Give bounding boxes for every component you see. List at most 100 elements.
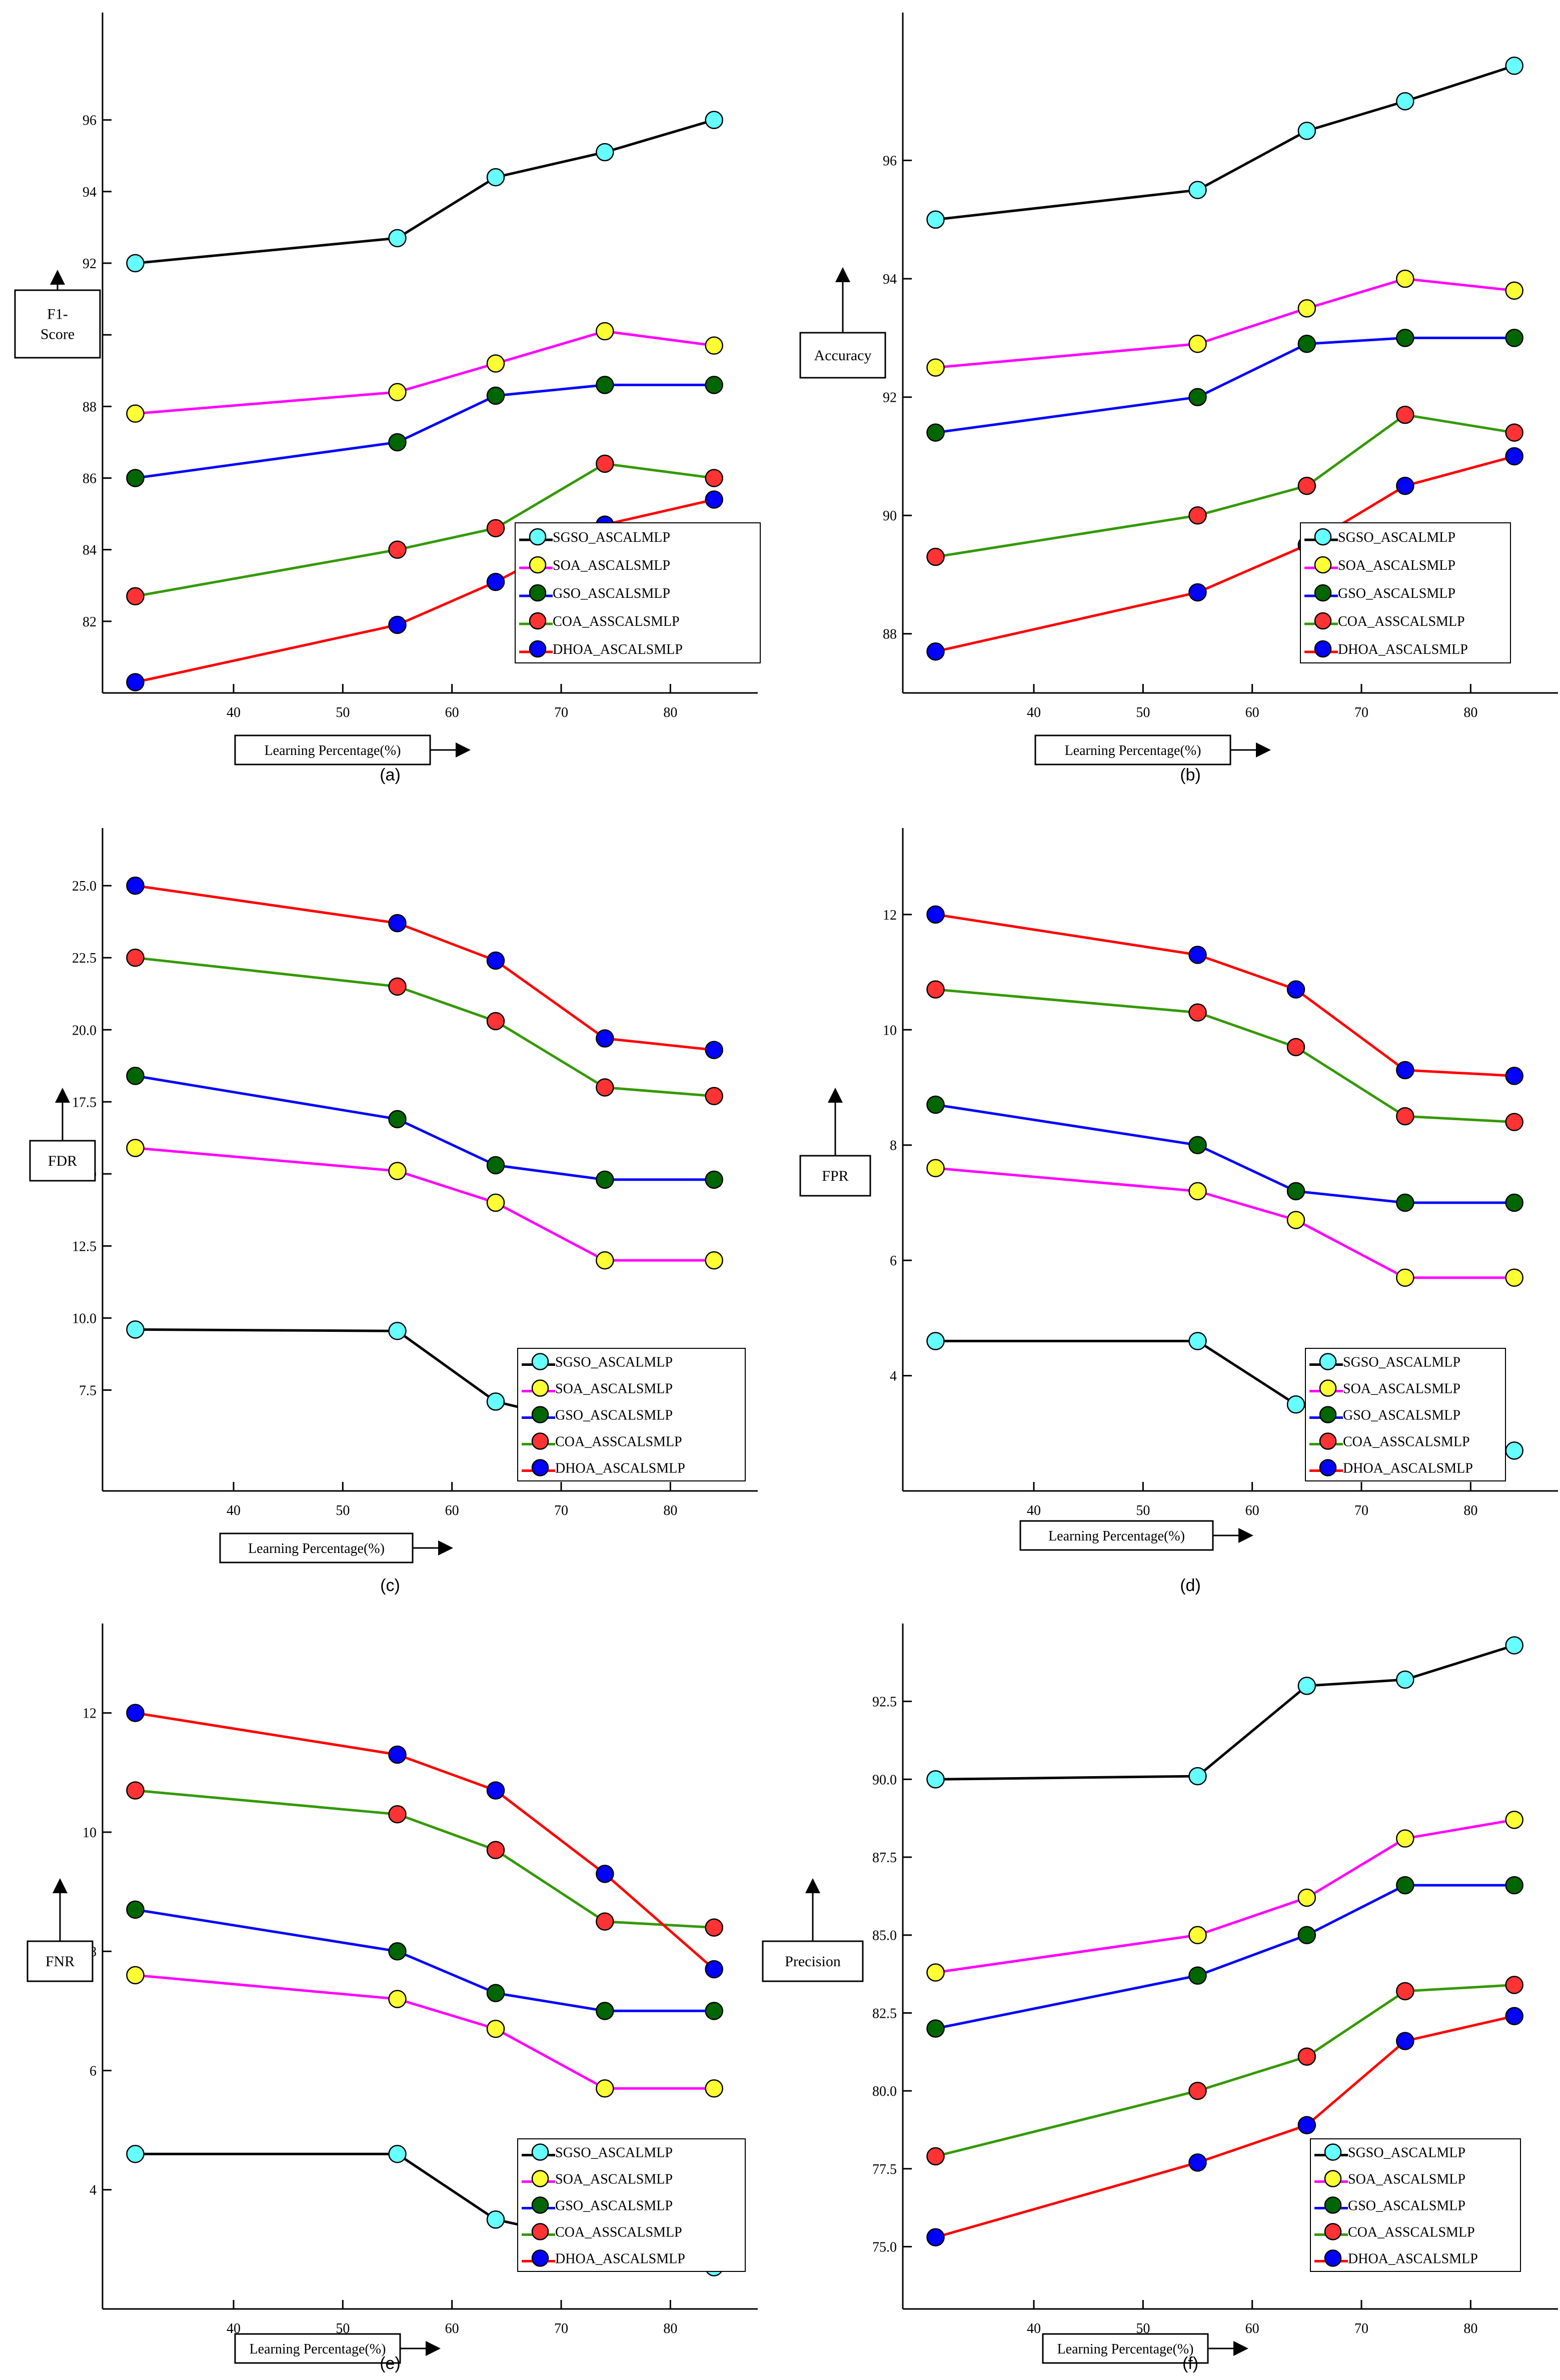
legend-swatch-marker <box>531 1379 549 1397</box>
x-tick-label: 60 <box>445 705 459 720</box>
data-point <box>1188 1926 1207 1944</box>
chart-panel-4: 4 6 8 10 12 40 50 60 70 80 SGSO_ASCALMLP SOA_ASCALS… <box>799 828 1558 1595</box>
legend: SGSO_ASCALMLP SOA_ASCALSMLP GSO_ASCALSMLP C… <box>515 522 761 663</box>
data-point <box>596 1912 614 1931</box>
panel-caption: (e) <box>380 2354 401 2373</box>
data-point <box>1396 1876 1414 1895</box>
data-point <box>486 386 505 405</box>
legend-entry: SOA_ASCALSMLP <box>555 2172 673 2187</box>
legend-swatch-marker <box>1324 2223 1342 2240</box>
data-point <box>705 2079 723 2098</box>
x-tick-label: 50 <box>1136 705 1150 720</box>
legend-swatch-marker <box>1324 2196 1342 2214</box>
series-line-coa_asscalsmlp <box>135 956 714 1098</box>
y-tick-label: 90 <box>883 508 897 524</box>
data-point <box>126 673 145 691</box>
y-axis-label: FDR <box>48 1153 77 1169</box>
data-point <box>126 1966 145 1985</box>
y-tick-label: 10.0 <box>72 1311 97 1326</box>
data-point <box>596 143 614 162</box>
data-point <box>486 2019 505 2038</box>
y-tick-label: 87.5 <box>872 1850 897 1866</box>
y-tick-label: 96 <box>83 113 97 129</box>
data-point <box>596 2002 614 2020</box>
data-point <box>1297 2047 1316 2066</box>
y-tick-label: 25.0 <box>72 879 97 894</box>
legend-entry: DHOA_ASCALSMLP <box>1338 642 1468 657</box>
legend-swatch-marker <box>1319 1432 1337 1450</box>
y-tick-label: 7.5 <box>79 1383 97 1398</box>
x-tick-label: 60 <box>1245 1503 1259 1518</box>
data-point <box>705 490 723 509</box>
legend-swatch-marker <box>531 2249 549 2267</box>
data-point <box>486 1392 505 1411</box>
x-axis-label: Learning Percentage(%) <box>250 2341 386 2357</box>
data-point <box>1396 1670 1414 1689</box>
data-point <box>1505 1441 1523 1460</box>
data-point <box>1286 1038 1305 1057</box>
data-point <box>388 1745 407 1764</box>
data-point <box>388 229 407 248</box>
data-point <box>1297 299 1316 318</box>
data-point <box>596 376 614 394</box>
data-point <box>705 1041 723 1059</box>
y-label-box <box>762 1940 864 1982</box>
legend-swatch-marker <box>531 2196 549 2214</box>
legend-entry: GSO_ASCALSMLP <box>1348 2198 1465 2214</box>
legend-entry: SOA_ASCALSMLP <box>1338 558 1455 573</box>
data-point <box>1286 1211 1305 1229</box>
data-point <box>126 587 145 605</box>
data-point <box>126 404 145 423</box>
y-tick-label: 6 <box>90 2063 97 2079</box>
data-point <box>1188 1136 1207 1154</box>
legend-entry: COA_ASSCALSMLP <box>1338 614 1465 629</box>
data-point <box>926 2019 945 2038</box>
x-axis-label: Learning Percentage(%) <box>1057 2341 1194 2357</box>
data-point <box>1396 329 1414 347</box>
x-tick-label: 70 <box>554 2321 568 2336</box>
legend-entry: SGSO_ASCALMLP <box>1343 1355 1460 1370</box>
data-point <box>388 1110 407 1129</box>
legend-entry: COA_ASSCALSMLP <box>555 2225 682 2240</box>
x-tick-label: 60 <box>1245 705 1259 720</box>
y-tick-label: 17.5 <box>72 1095 97 1110</box>
data-point <box>926 2147 945 2166</box>
data-point <box>1505 57 1523 75</box>
legend-entry: GSO_ASCALSMLP <box>555 2198 673 2214</box>
data-point <box>596 322 614 341</box>
data-point <box>388 977 407 996</box>
chart-panel-2: 88 90 92 94 96 40 50 60 70 80 SGSO_ASCALMLP SOA_ASC… <box>799 13 1558 784</box>
data-point <box>1505 1067 1523 1085</box>
data-point <box>926 1963 945 1982</box>
legend-swatch-marker <box>531 1353 549 1370</box>
legend-swatch-marker <box>1324 2143 1342 2161</box>
y-tick-label: 10 <box>883 1023 897 1038</box>
data-point <box>926 423 945 442</box>
y-label-box <box>27 1940 94 1982</box>
data-point <box>1396 405 1414 424</box>
legend-entry: GSO_ASCALSMLP <box>555 1408 673 1423</box>
data-point <box>1396 1193 1414 1212</box>
y-axis-label: Score <box>41 326 75 343</box>
legend-swatch-marker <box>1319 1379 1337 1397</box>
legend-swatch-marker <box>529 612 547 630</box>
data-point <box>388 1942 407 1961</box>
data-point <box>926 210 945 229</box>
legend-swatch-marker <box>531 1406 549 1423</box>
legend-swatch-marker <box>1314 556 1332 574</box>
legend-entry: COA_ASSCALSMLP <box>555 1434 682 1450</box>
data-point <box>388 1805 407 1824</box>
data-point <box>388 1322 407 1340</box>
x-label-box <box>234 734 431 765</box>
y-tick-label: 92.5 <box>872 1695 897 1710</box>
y-tick-label: 82.5 <box>872 2006 897 2021</box>
panel-caption: (a) <box>380 765 401 784</box>
data-point <box>705 1251 723 1270</box>
data-point <box>126 948 145 967</box>
legend-entry: SGSO_ASCALMLP <box>1338 530 1455 545</box>
series-line-soa_ascalsmlp <box>935 277 1514 369</box>
data-point <box>486 519 505 537</box>
legend-box <box>1305 1348 1506 1481</box>
data-point <box>926 1159 945 1178</box>
y-tick-label: 12.5 <box>72 1239 97 1254</box>
